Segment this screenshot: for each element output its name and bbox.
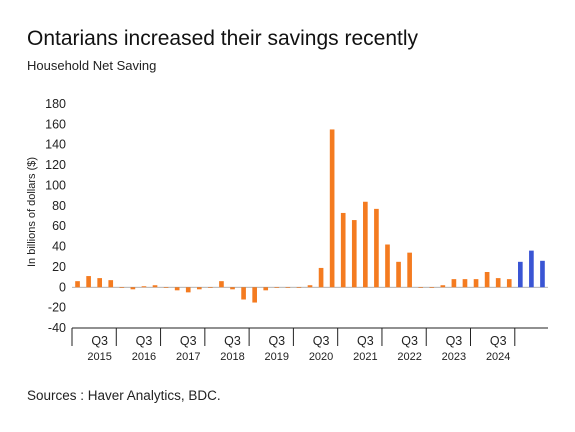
- bar: [363, 201, 368, 288]
- y-tick-label: 60: [52, 219, 66, 233]
- bar: [506, 279, 512, 288]
- bar: [351, 220, 357, 288]
- x-tick-label-quarter: Q3: [224, 334, 241, 348]
- bar: [518, 261, 523, 288]
- bar: [407, 252, 412, 288]
- y-tick-label: -40: [48, 321, 66, 335]
- bar: [451, 279, 457, 288]
- x-tick-label-year: 2023: [442, 351, 466, 363]
- bar: [418, 287, 424, 288]
- bar: [440, 285, 446, 288]
- bar: [473, 279, 479, 288]
- bar: [252, 287, 257, 303]
- x-tick-label-quarter: Q3: [268, 334, 285, 348]
- source-note: Sources : Haver Analytics, BDC.: [27, 388, 221, 403]
- x-tick-label-year: 2020: [309, 351, 333, 363]
- bar: [296, 287, 302, 288]
- bar: [329, 129, 335, 288]
- x-tick-label-quarter: Q3: [313, 334, 330, 348]
- bar: [307, 285, 313, 288]
- bar: [484, 272, 490, 288]
- y-tick-label: -20: [48, 301, 66, 315]
- bar: [141, 286, 147, 288]
- bar-chart: In billions of dollars ($) -40 -20 0 20 40 60…: [26, 97, 548, 363]
- x-tick-label-quarter: Q3: [401, 334, 418, 348]
- chart-title: Ontarians increased their savings recent…: [27, 27, 419, 50]
- bar: [75, 281, 80, 288]
- bar: [462, 279, 468, 288]
- x-tick-label-year: 2015: [87, 351, 111, 363]
- x-tick-label-quarter: Q3: [180, 334, 197, 348]
- x-tick-label-year: 2024: [486, 351, 510, 363]
- bar: [152, 285, 158, 288]
- y-tick-label: 20: [52, 260, 66, 274]
- bar: [108, 280, 114, 288]
- y-axis: -40 -20 0 20 40 60 80 100 120 140 160 180: [45, 97, 66, 335]
- x-tick-label-year: 2018: [220, 351, 244, 363]
- bar: [495, 278, 501, 288]
- x-tick-label-year: 2016: [132, 351, 156, 363]
- bars: [75, 129, 545, 303]
- x-tick-label-quarter: Q3: [490, 334, 507, 348]
- bar: [219, 281, 224, 288]
- y-tick-label: 120: [45, 158, 66, 172]
- bar: [241, 287, 246, 300]
- bar: [374, 208, 379, 288]
- y-tick-label: 140: [45, 138, 66, 152]
- x-tick-label-quarter: Q3: [446, 334, 463, 348]
- bar: [396, 261, 401, 288]
- bar: [97, 278, 102, 288]
- y-tick-label: 180: [45, 97, 66, 111]
- bar: [119, 287, 125, 288]
- y-tick-label: 100: [45, 178, 66, 192]
- bar: [174, 287, 180, 291]
- x-tick-label-year: 2022: [397, 351, 421, 363]
- y-tick-label: 0: [59, 280, 66, 294]
- bar: [208, 287, 213, 288]
- bar: [86, 276, 91, 288]
- chart-subtitle: Household Net Saving: [27, 58, 157, 73]
- bar: [540, 260, 545, 288]
- bar: [340, 212, 346, 288]
- bar: [274, 287, 280, 288]
- bar: [230, 287, 235, 290]
- bar: [318, 267, 324, 288]
- bar: [130, 287, 136, 290]
- bar: [163, 287, 169, 288]
- bar: [196, 287, 202, 290]
- y-tick-label: 40: [52, 240, 66, 254]
- x-axis: Q3 2015 Q3 2016 Q3 2017 Q3 2018 Q3 2019 Q3 2020 Q3 20…: [71, 327, 548, 363]
- bar: [185, 287, 191, 293]
- x-tick-label-quarter: Q3: [357, 334, 374, 348]
- x-tick-label-year: 2019: [265, 351, 289, 363]
- x-tick-label-year: 2017: [176, 351, 200, 363]
- bar: [263, 287, 269, 291]
- y-axis-label: In billions of dollars ($): [26, 157, 38, 267]
- bar: [529, 250, 534, 288]
- x-tick-label-quarter: Q3: [136, 334, 153, 348]
- x-tick-label-quarter: Q3: [91, 334, 108, 348]
- x-tick-label-year: 2021: [353, 351, 377, 363]
- bar: [385, 244, 390, 288]
- y-tick-label: 80: [52, 199, 66, 213]
- bar: [285, 287, 291, 288]
- y-tick-label: 160: [45, 117, 66, 131]
- bar: [429, 287, 435, 288]
